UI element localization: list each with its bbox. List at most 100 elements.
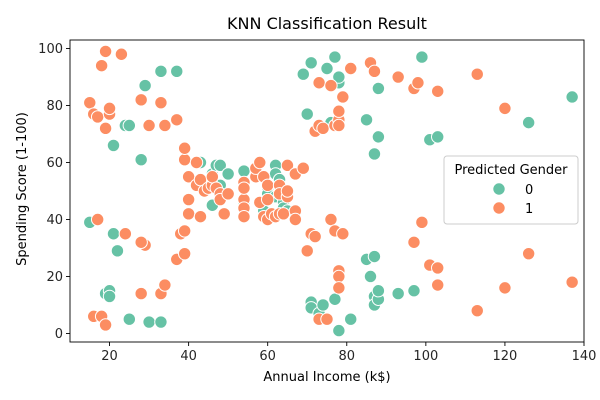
data-point <box>308 229 322 244</box>
data-point <box>411 76 425 90</box>
data-point <box>470 303 484 318</box>
data-point <box>391 70 405 84</box>
data-point <box>320 312 334 326</box>
data-point <box>170 113 184 127</box>
data-point <box>316 298 330 312</box>
data-point <box>158 278 172 292</box>
data-point <box>344 61 358 76</box>
data-point <box>328 292 342 306</box>
data-point <box>431 278 445 292</box>
data-point <box>134 235 148 249</box>
data-point <box>237 181 251 195</box>
data-point <box>154 64 168 79</box>
data-point <box>177 246 192 261</box>
data-point <box>371 284 386 298</box>
data-point <box>83 95 97 110</box>
x-axis-label: Annual Income (k$) <box>263 370 390 385</box>
x-tick-label: 140 <box>572 349 597 364</box>
data-point <box>565 275 579 289</box>
data-point <box>134 152 148 167</box>
data-point <box>213 158 227 173</box>
data-point <box>181 192 196 207</box>
data-point <box>102 289 117 304</box>
data-point <box>498 101 512 116</box>
data-point <box>332 104 346 118</box>
data-point <box>332 269 346 284</box>
data-point <box>320 61 334 76</box>
legend-label-0: 0 <box>525 183 533 198</box>
data-point <box>391 286 405 301</box>
data-point <box>98 44 113 59</box>
y-tick-label: 40 <box>46 213 63 228</box>
data-point <box>177 152 192 167</box>
x-axis-ticks: 20 40 60 80 100 120 140 <box>101 342 596 364</box>
data-point <box>415 215 429 230</box>
data-point <box>221 187 235 201</box>
data-point <box>565 90 579 104</box>
data-point <box>336 227 350 241</box>
data-point <box>371 130 386 144</box>
data-point <box>332 281 346 295</box>
data-point <box>431 130 445 144</box>
data-point <box>431 261 445 275</box>
data-point <box>98 318 113 332</box>
data-point <box>328 50 342 64</box>
data-point <box>181 207 196 221</box>
data-point <box>106 138 121 153</box>
data-point <box>415 50 429 64</box>
y-tick-label: 100 <box>38 42 63 57</box>
data-point <box>407 284 421 298</box>
data-point <box>154 315 168 329</box>
legend-marker-0 <box>492 182 506 196</box>
x-tick-label: 120 <box>493 349 518 364</box>
legend-title: Predicted Gender <box>454 163 568 178</box>
data-point <box>237 209 251 224</box>
data-point <box>367 64 382 79</box>
chart-title: KNN Classification Result <box>227 14 427 33</box>
data-point <box>324 212 338 227</box>
data-point <box>324 78 338 93</box>
data-point <box>221 167 235 181</box>
y-axis-ticks: 0 20 40 60 80 100 <box>38 42 70 342</box>
data-point <box>296 161 310 175</box>
data-point <box>407 235 421 249</box>
y-tick-label: 20 <box>46 270 63 285</box>
legend: Predicted Gender 0 1 <box>443 155 579 225</box>
data-point <box>288 212 303 227</box>
data-point <box>122 118 137 133</box>
data-point <box>431 84 445 98</box>
data-point <box>177 141 192 155</box>
data-point <box>521 115 536 130</box>
data-point <box>193 209 208 224</box>
data-point <box>304 56 318 70</box>
data-point <box>98 121 113 136</box>
data-point <box>122 312 137 326</box>
data-point <box>217 207 231 221</box>
x-tick-label: 60 <box>259 349 276 364</box>
data-point <box>280 184 295 198</box>
data-point <box>154 95 168 110</box>
x-tick-label: 40 <box>180 349 197 364</box>
series-1-points <box>83 44 579 332</box>
data-point <box>371 81 386 96</box>
x-tick-label: 80 <box>338 349 355 364</box>
data-point <box>367 249 382 264</box>
data-point <box>470 67 484 81</box>
y-tick-label: 80 <box>46 99 63 114</box>
data-point <box>344 312 358 326</box>
data-point <box>363 269 378 284</box>
data-point <box>521 246 536 261</box>
data-point <box>336 90 350 104</box>
data-point <box>90 110 105 124</box>
data-point <box>316 121 330 136</box>
data-point <box>138 78 152 93</box>
data-point <box>170 64 184 79</box>
data-point <box>114 47 129 61</box>
data-point <box>134 286 148 301</box>
data-point <box>142 118 156 133</box>
legend-box <box>443 155 579 225</box>
data-point <box>276 207 291 221</box>
legend-label-1: 1 <box>525 202 533 217</box>
legend-marker-1 <box>492 201 506 215</box>
